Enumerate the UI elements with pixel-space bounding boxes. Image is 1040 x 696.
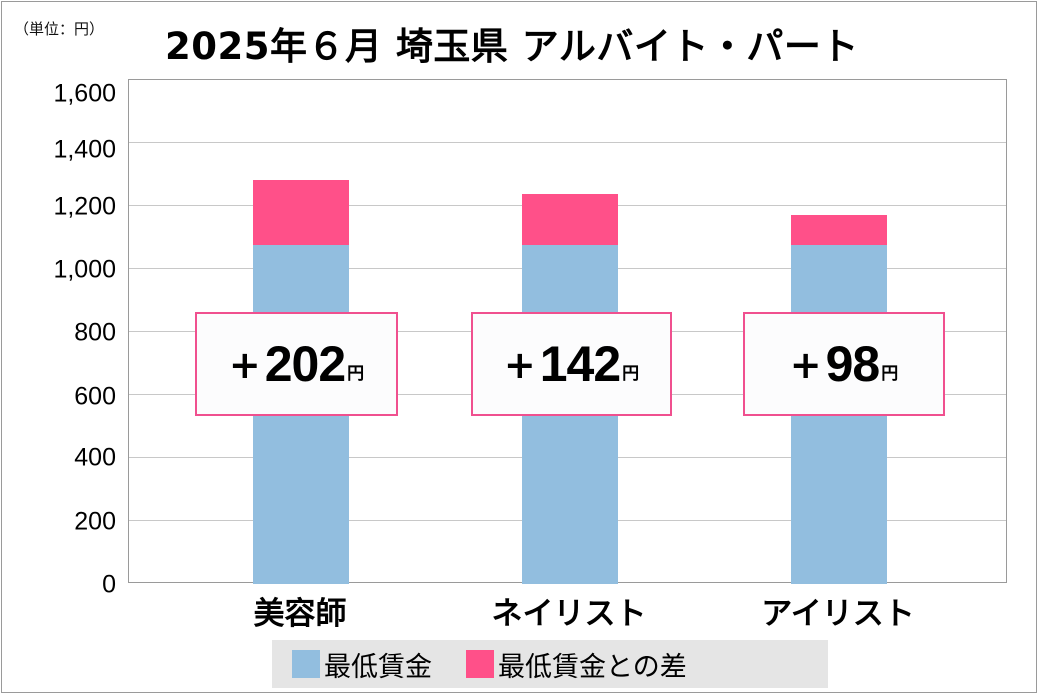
y-tick-label: 400 — [74, 443, 116, 472]
legend-swatch-diff — [466, 650, 494, 678]
legend-label: 最低賃金 — [324, 651, 432, 683]
chart-title: 2025年６月 埼玉県 アルバイト・パート — [165, 25, 859, 68]
callout-plus: + — [228, 343, 261, 387]
callout-value: 98 — [825, 336, 881, 392]
callout-value: 142 — [539, 336, 621, 392]
y-tick-label: 1,000 — [53, 255, 116, 284]
bar-diff-biyoushi — [253, 180, 349, 245]
callout-eyelist: + 98 円 — [743, 312, 945, 416]
callout-value: 202 — [264, 336, 346, 392]
bar-diff-nailist — [522, 194, 618, 245]
gridline — [129, 142, 1006, 143]
category-label: アイリスト — [761, 596, 915, 632]
callout-nailist: + 142 円 — [471, 312, 672, 416]
legend-label: 最低賃金との差 — [498, 651, 687, 683]
callout-yen: 円 — [347, 364, 365, 384]
unit-label: （単位：円） — [14, 20, 105, 38]
y-tick-label: 1,400 — [53, 135, 116, 164]
callout-yen: 円 — [622, 364, 640, 384]
callout-yen: 円 — [881, 364, 899, 384]
legend-swatch-base — [292, 650, 320, 678]
legend: 最低賃金 最低賃金との差 — [272, 640, 828, 688]
category-label: 美容師 — [253, 596, 347, 632]
category-label: ネイリスト — [491, 596, 647, 632]
callout-plus: + — [503, 343, 536, 387]
y-tick-label: 800 — [74, 318, 116, 347]
bar-diff-eyelist — [791, 215, 887, 245]
y-tick-label: 0 — [102, 570, 116, 599]
y-tick-label: 200 — [74, 507, 116, 536]
y-tick-label: 1,600 — [53, 79, 116, 108]
y-tick-label: 1,200 — [53, 192, 116, 221]
callout-plus: + — [789, 343, 822, 387]
callout-biyoushi: + 202 円 — [195, 312, 398, 416]
y-tick-label: 600 — [74, 382, 116, 411]
